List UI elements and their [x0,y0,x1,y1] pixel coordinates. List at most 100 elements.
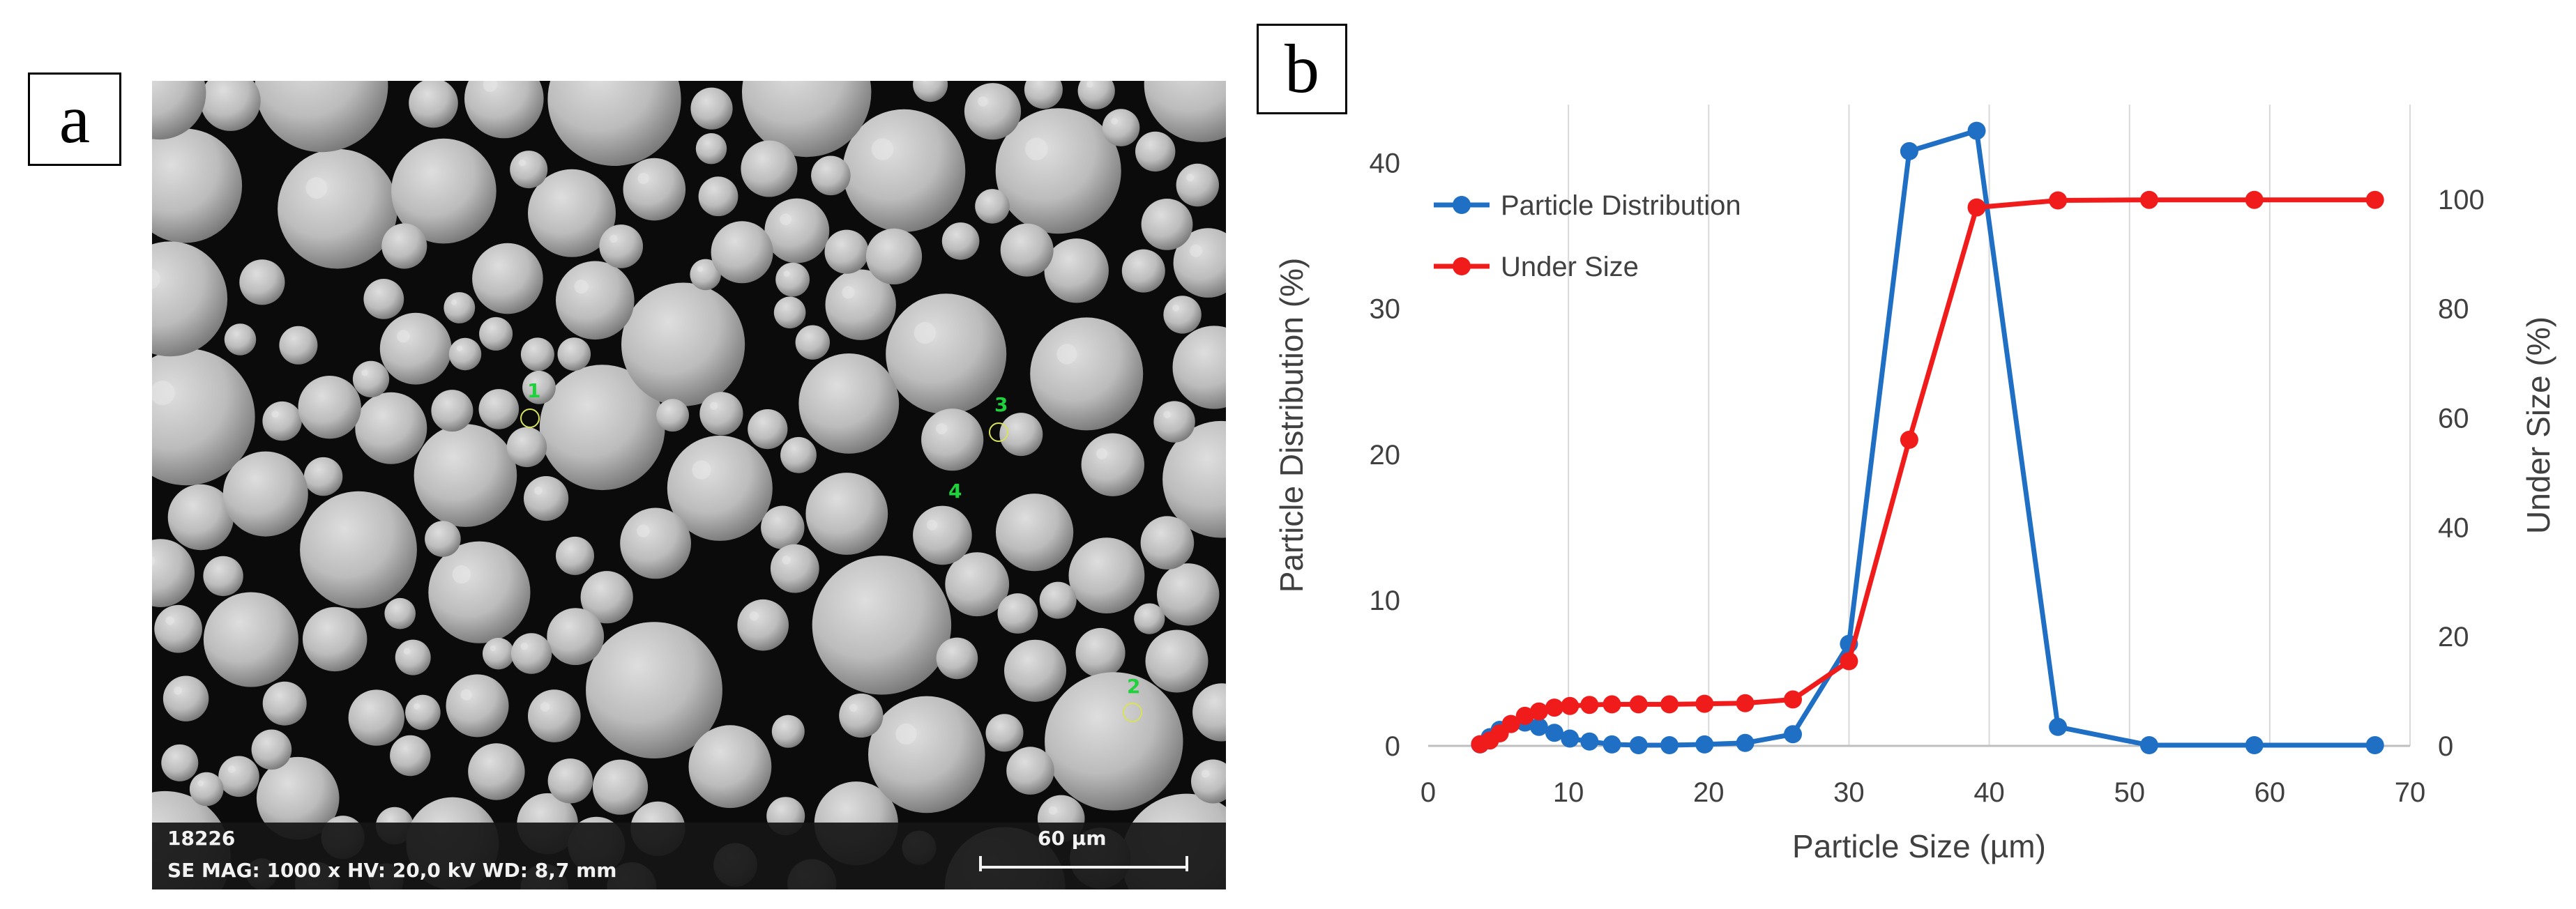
sem-particle [770,544,819,593]
sem-particle-highlight [174,686,182,695]
sem-particle-highlight [782,556,791,565]
panel-label-a: a [28,72,121,166]
sem-particle [620,507,691,579]
sem-particle-highlight [637,524,650,537]
sem-particle [352,360,390,397]
sem-particle [510,151,548,189]
sem-particle [580,571,633,624]
data-point-under-size [2049,191,2068,210]
sem-particle [667,435,773,541]
sem-marker-3: 3 [994,393,1008,416]
sem-particle [913,505,972,565]
data-point-under-size [1629,695,1648,714]
sem-particle-highlight [871,138,894,160]
data-point-particle-distribution [1580,732,1599,751]
sem-particle [303,457,343,496]
data-point-particle-distribution [2049,717,2068,736]
sem-particle [1163,296,1202,334]
sem-particle [999,413,1043,457]
sem-particle [409,81,458,128]
sem-particle [444,292,476,323]
sem-particle [1140,516,1195,570]
legend-marker-under-size [1453,257,1471,275]
sem-particle [222,451,308,537]
sem-particle [699,392,743,436]
y2-tick-label: 40 [2438,512,2469,543]
data-point-particle-distribution [2245,736,2264,754]
sem-particle [1102,109,1140,146]
sem-particle-highlight [534,487,543,495]
sem-particle [812,556,952,695]
sem-particle [464,81,544,139]
sem-marker-ring-3 [989,422,1008,442]
sem-particle [414,424,517,527]
sem-particle [468,743,525,800]
x-tick-label: 40 [1973,777,2005,808]
sem-particle [771,715,805,748]
sem-particle [478,389,520,429]
sem-particle [985,714,1024,752]
sem-particle [539,365,665,491]
sem-particle [1135,131,1176,172]
x-tick-label: 70 [2395,777,2426,808]
x-tick-label: 0 [1420,777,1436,808]
sem-particle [528,169,616,257]
sem-particle [152,241,228,357]
sem-particle [798,353,900,454]
sem-particle [599,224,643,268]
sem-particle [152,128,243,243]
sem-particle [1172,326,1226,409]
sem-particle [189,772,224,807]
x-tick-label: 10 [1553,777,1584,808]
sem-particle [152,349,255,486]
y-tick-label: 10 [1370,586,1401,616]
sem-marker-ring-1 [520,408,540,428]
data-point-particle-distribution [1736,733,1755,752]
legend-label-particle-distribution: Particle Distribution [1501,190,1741,221]
sem-particle [865,228,923,284]
y2-tick-label: 20 [2438,622,2469,652]
sem-particle-highlight [1172,304,1179,312]
sem-particle [506,427,547,468]
sem-particle [203,556,243,597]
sem-particle [921,408,984,471]
data-point-particle-distribution [1784,725,1802,744]
data-point-under-size [1515,706,1534,725]
y-tick-label: 0 [1385,731,1400,762]
sem-particle [1134,603,1165,634]
sem-particle [390,735,431,777]
sem-image-id: 18226 [167,827,236,850]
sem-particle [154,604,202,653]
sem-particle [298,376,361,439]
sem-particle [405,694,441,731]
sem-particle [262,401,302,441]
sem-particle [279,326,318,365]
sem-particle [1191,759,1226,804]
sem-marker-1: 1 [527,379,541,402]
sem-particle-highlight [1025,137,1048,160]
data-point-under-size [2365,190,2384,209]
sem-particle [479,316,513,351]
sem-particle-highlight [927,519,938,530]
sem-particle-highlight [403,648,410,655]
sem-particle [381,223,427,269]
sem-particle [1141,199,1193,250]
sem-particle [547,608,605,665]
sem-particle [200,81,261,131]
sem-particle [203,592,298,687]
sem-particle-highlight [780,81,788,82]
y2-tick-labels: 0 20 40 60 80 100 [2438,185,2485,762]
sem-particle-highlight [540,702,550,712]
x-tick-label: 50 [2114,777,2145,808]
sem-particle [395,639,431,675]
x-tick-label: 20 [1693,777,1725,808]
sem-particles [152,81,1226,889]
sem-particle [1004,639,1066,702]
sem-particle [1173,228,1226,298]
sem-particle [964,83,1022,140]
data-point-under-size [1580,696,1599,715]
sem-particle [1044,238,1109,303]
sem-particle [1153,401,1195,443]
sem-particle [1176,163,1220,207]
sem-particle-highlight [483,81,498,92]
